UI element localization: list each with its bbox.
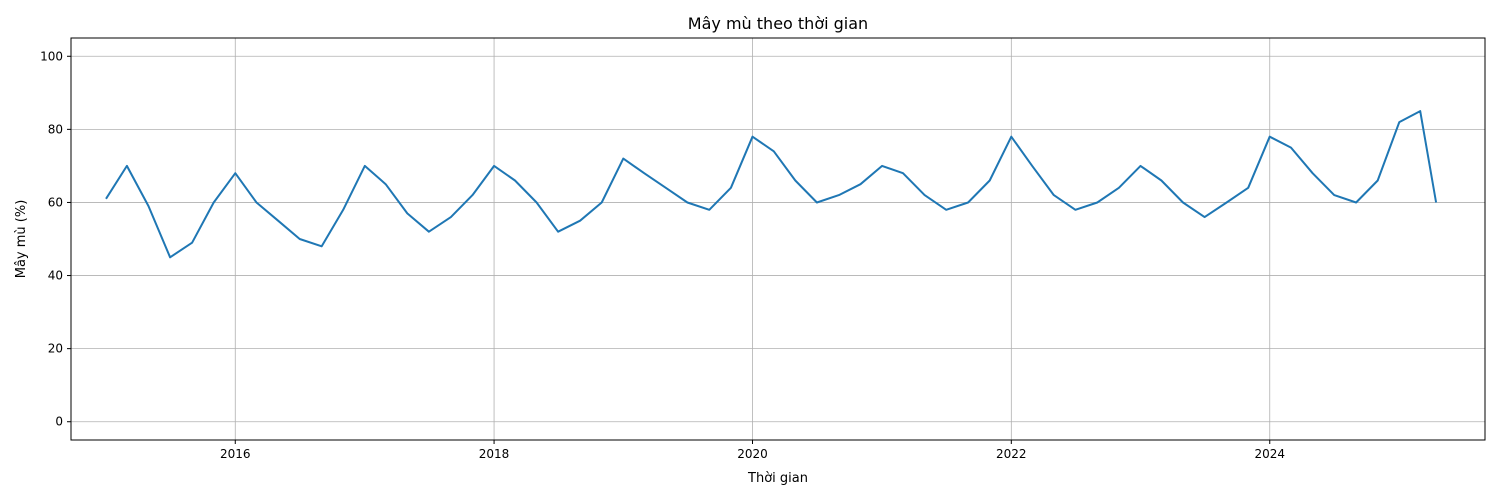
x-tick-label: 2022 [996,447,1027,461]
y-tick-label: 80 [48,122,63,136]
x-tick-label: 2018 [479,447,510,461]
x-tick-label: 2016 [220,447,251,461]
y-tick-label: 100 [40,49,63,63]
y-tick-label: 60 [48,195,63,209]
y-tick-label: 40 [48,269,63,283]
y-tick-label: 20 [48,342,63,356]
y-axis-label: Mây mù (%) [14,200,29,279]
plot-frame [70,37,1486,441]
x-axis-label: Thời gian [747,471,808,486]
series-group [105,110,1438,259]
grid-lines [71,38,1485,440]
x-tick-label: 2020 [737,447,768,461]
x-tick-label: 2024 [1254,447,1285,461]
chart-title: Mây mù theo thời gian [688,14,868,33]
y-tick-label: 0 [55,415,63,429]
y-axis: 0 20 40 60 80 100 [40,49,71,429]
x-axis: 2016 2018 2020 2022 2024 [220,440,1285,461]
series-line [105,110,1438,259]
